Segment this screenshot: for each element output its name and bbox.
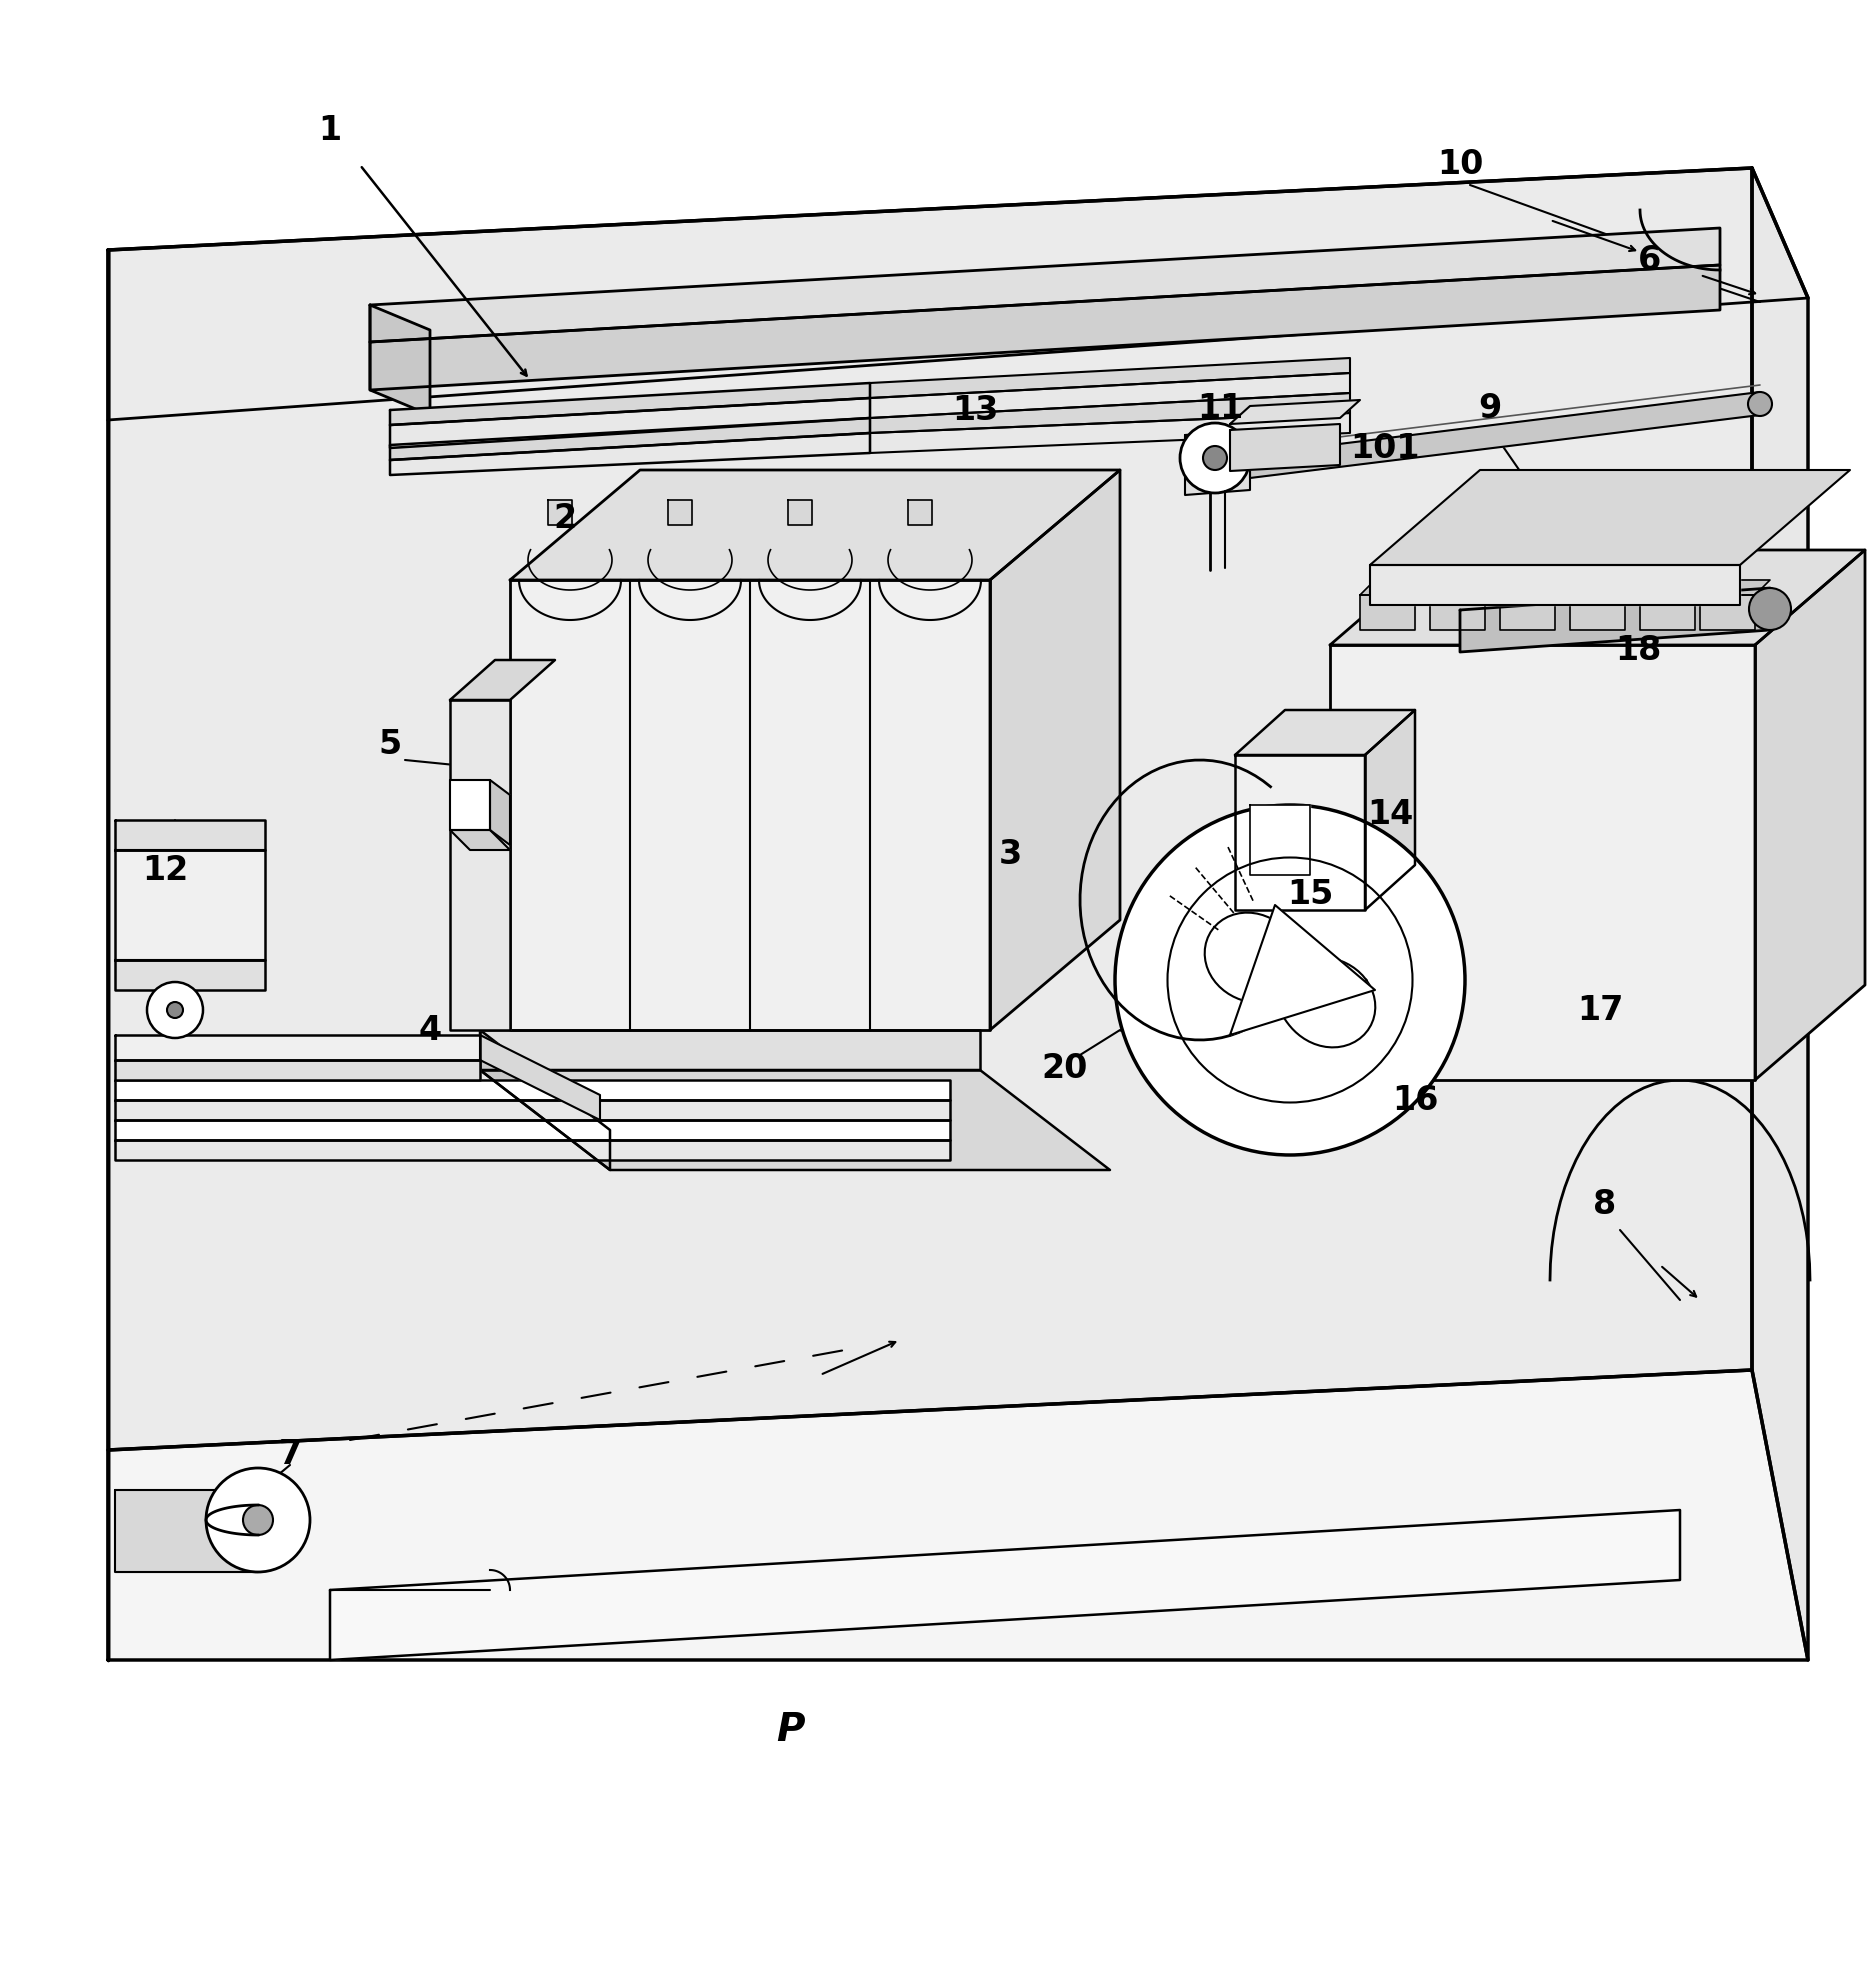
Polygon shape — [1359, 580, 1430, 596]
Polygon shape — [1250, 804, 1310, 876]
Circle shape — [1179, 423, 1250, 493]
Polygon shape — [114, 1140, 949, 1160]
Polygon shape — [1752, 169, 1808, 1660]
Polygon shape — [1700, 596, 1756, 630]
Circle shape — [1116, 804, 1466, 1156]
Text: 1: 1 — [318, 113, 341, 147]
Polygon shape — [371, 306, 431, 415]
Text: 4: 4 — [419, 1013, 442, 1047]
Polygon shape — [1185, 431, 1250, 495]
Polygon shape — [1365, 711, 1415, 910]
Circle shape — [1204, 447, 1226, 471]
Polygon shape — [389, 433, 870, 475]
Polygon shape — [1250, 391, 1760, 479]
Polygon shape — [1700, 580, 1771, 596]
Polygon shape — [548, 500, 573, 524]
Polygon shape — [1756, 550, 1865, 1080]
Text: 5: 5 — [378, 729, 402, 761]
Polygon shape — [1571, 596, 1625, 630]
Polygon shape — [908, 500, 932, 524]
Polygon shape — [109, 1370, 1808, 1660]
Text: 18: 18 — [1616, 634, 1660, 667]
Polygon shape — [870, 413, 1350, 453]
Polygon shape — [1370, 471, 1850, 564]
Polygon shape — [490, 780, 509, 844]
Text: 17: 17 — [1576, 993, 1623, 1027]
Polygon shape — [114, 1100, 949, 1120]
Polygon shape — [1230, 399, 1359, 423]
Text: 11: 11 — [1196, 391, 1243, 425]
Polygon shape — [509, 471, 1119, 580]
Polygon shape — [449, 830, 509, 850]
Polygon shape — [479, 1035, 601, 1120]
Circle shape — [1748, 588, 1792, 630]
Circle shape — [206, 1468, 311, 1573]
Polygon shape — [1430, 580, 1499, 596]
Polygon shape — [1430, 596, 1484, 630]
Text: 15: 15 — [1286, 878, 1333, 912]
Polygon shape — [1640, 580, 1709, 596]
Polygon shape — [371, 264, 1720, 389]
Text: 9: 9 — [1479, 391, 1501, 425]
Circle shape — [148, 981, 202, 1039]
Polygon shape — [449, 780, 490, 830]
Polygon shape — [449, 699, 509, 1031]
Polygon shape — [114, 1080, 949, 1100]
Polygon shape — [449, 659, 554, 699]
Polygon shape — [389, 397, 870, 449]
Polygon shape — [329, 1509, 1679, 1660]
Text: 2: 2 — [554, 502, 577, 534]
Text: 20: 20 — [1043, 1051, 1088, 1084]
Polygon shape — [870, 357, 1350, 397]
Polygon shape — [870, 393, 1350, 433]
Polygon shape — [389, 417, 870, 461]
Polygon shape — [1571, 580, 1640, 596]
Polygon shape — [389, 383, 870, 425]
Text: 16: 16 — [1391, 1084, 1438, 1116]
Text: 3: 3 — [998, 838, 1022, 872]
Text: 6: 6 — [1638, 244, 1662, 276]
Polygon shape — [990, 471, 1119, 1031]
Text: 7: 7 — [279, 1438, 301, 1472]
Polygon shape — [668, 500, 693, 524]
Polygon shape — [1370, 564, 1739, 606]
Polygon shape — [1499, 580, 1571, 596]
Polygon shape — [109, 169, 1752, 1450]
Polygon shape — [114, 850, 266, 959]
Polygon shape — [479, 1031, 610, 1170]
Polygon shape — [1640, 596, 1694, 630]
Polygon shape — [114, 1120, 949, 1140]
Polygon shape — [870, 373, 1350, 417]
Polygon shape — [479, 1070, 1110, 1170]
Polygon shape — [114, 959, 266, 989]
Polygon shape — [1236, 711, 1415, 755]
Polygon shape — [1230, 423, 1340, 471]
Polygon shape — [1460, 588, 1771, 651]
Polygon shape — [1329, 645, 1756, 1080]
Text: 13: 13 — [951, 393, 998, 427]
Polygon shape — [1499, 596, 1556, 630]
Polygon shape — [1359, 596, 1415, 630]
Polygon shape — [479, 1031, 981, 1070]
Circle shape — [243, 1505, 273, 1535]
Polygon shape — [788, 500, 812, 524]
Text: 8: 8 — [1593, 1188, 1617, 1221]
Polygon shape — [1236, 755, 1365, 910]
Polygon shape — [371, 228, 1720, 342]
Circle shape — [1748, 391, 1773, 415]
Text: 14: 14 — [1367, 798, 1413, 832]
Polygon shape — [509, 580, 990, 1031]
Text: 12: 12 — [142, 854, 187, 886]
Polygon shape — [1230, 906, 1376, 1035]
Text: 101: 101 — [1350, 431, 1419, 465]
Polygon shape — [1329, 550, 1865, 645]
Polygon shape — [114, 1061, 479, 1080]
Polygon shape — [114, 820, 266, 850]
Text: 10: 10 — [1438, 149, 1483, 181]
Circle shape — [167, 1003, 183, 1019]
Polygon shape — [114, 1490, 258, 1573]
Polygon shape — [114, 1035, 479, 1061]
Text: P: P — [775, 1712, 805, 1750]
